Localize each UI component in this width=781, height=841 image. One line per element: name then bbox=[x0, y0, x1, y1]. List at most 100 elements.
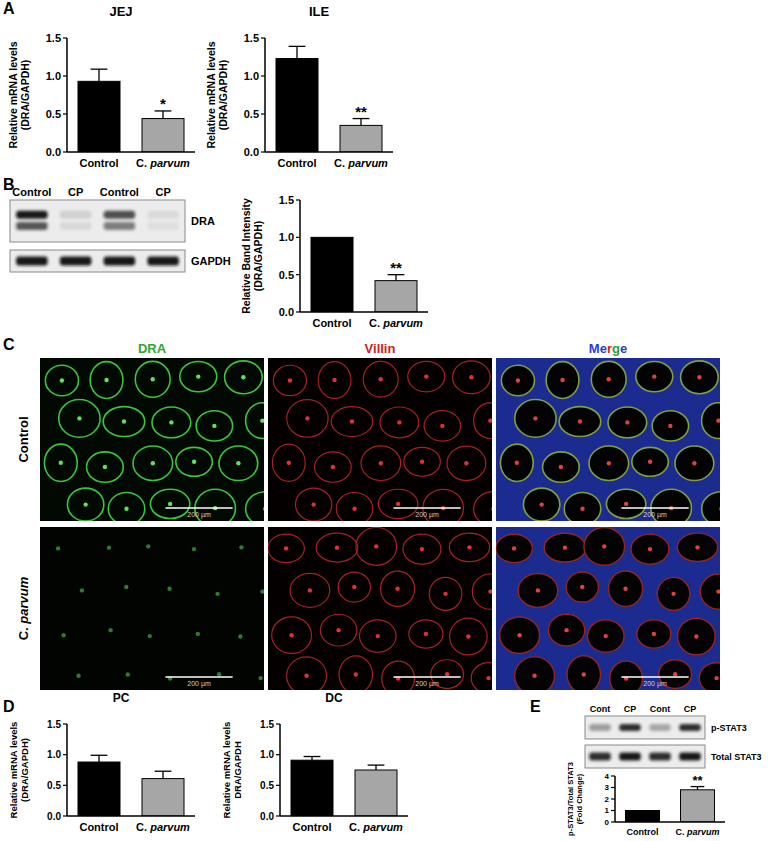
x-axis bbox=[67, 815, 195, 817]
y-axis bbox=[66, 724, 68, 816]
y-tick bbox=[63, 723, 67, 724]
y-axis bbox=[264, 38, 266, 152]
y-label-line: (DRA/GAPDH) bbox=[19, 60, 31, 131]
x-tick-label: C. parvum bbox=[349, 821, 403, 833]
lumen bbox=[671, 592, 675, 596]
x-tick-label: Control bbox=[292, 821, 331, 833]
lumen bbox=[719, 507, 720, 511]
lumen bbox=[103, 465, 107, 469]
lumen bbox=[311, 502, 315, 506]
lumen bbox=[168, 502, 172, 506]
western-blot: ControlCPControlCPDRAGAPDH bbox=[10, 186, 231, 272]
blot-strip bbox=[585, 745, 705, 768]
crypt bbox=[45, 365, 78, 395]
bar-chart: 0.00.51.01.5ControlC. parvumPCRelative m… bbox=[8, 691, 195, 833]
crypt bbox=[59, 657, 99, 690]
y-label-line: Relative mRNA levels bbox=[7, 41, 19, 148]
crypt bbox=[544, 533, 586, 562]
scale-bar-label: 200 µm bbox=[187, 680, 211, 688]
crypt bbox=[272, 617, 312, 653]
lumen bbox=[648, 460, 652, 464]
column-heading: Merge bbox=[589, 341, 627, 356]
significance: ** bbox=[390, 259, 402, 276]
crypt bbox=[175, 534, 213, 564]
crypt bbox=[108, 493, 145, 521]
crypt bbox=[225, 361, 263, 394]
band bbox=[60, 257, 92, 266]
lumen bbox=[77, 416, 81, 420]
crypt bbox=[408, 361, 445, 391]
lumen bbox=[374, 544, 378, 548]
crypt bbox=[474, 492, 492, 521]
panel-label: C bbox=[3, 336, 15, 353]
crypt bbox=[150, 489, 189, 518]
crypt bbox=[246, 492, 264, 521]
image-content bbox=[268, 358, 492, 521]
y-tick-label: 0.0 bbox=[279, 306, 294, 318]
lane-label: CP bbox=[624, 704, 637, 714]
significance: ** bbox=[692, 773, 703, 788]
micrograph: 200 µm bbox=[40, 527, 281, 696]
crypt bbox=[472, 574, 492, 609]
y-tick-label: 1 bbox=[605, 806, 610, 815]
y-tick bbox=[611, 787, 615, 788]
y-tick bbox=[296, 311, 300, 312]
scale-bar bbox=[621, 676, 688, 678]
bars bbox=[291, 757, 397, 816]
y-tick bbox=[63, 75, 67, 76]
x-axis bbox=[615, 821, 725, 823]
x-tick-label: Control bbox=[312, 317, 351, 329]
y-label-line: Relative Band Intensity bbox=[240, 198, 252, 314]
lumen bbox=[308, 588, 312, 592]
lumen bbox=[107, 545, 111, 549]
error-cap bbox=[368, 764, 385, 765]
bar bbox=[355, 770, 397, 816]
y-tick-label: 1.0 bbox=[260, 749, 274, 760]
crypt bbox=[268, 534, 304, 562]
micrograph: 200 µm bbox=[40, 358, 285, 527]
lumen bbox=[515, 461, 519, 465]
crypt bbox=[652, 411, 688, 441]
error-stem bbox=[98, 69, 99, 81]
lumen bbox=[379, 461, 383, 465]
micrograph: 200 µm bbox=[496, 358, 741, 527]
lane-label: CP bbox=[155, 186, 170, 198]
y-tick-label: 1.5 bbox=[279, 194, 294, 206]
error-cap bbox=[155, 771, 172, 772]
lumen bbox=[607, 461, 611, 465]
crypt bbox=[404, 447, 441, 476]
crypt bbox=[501, 365, 534, 395]
y-label-line: (Fold Change) bbox=[575, 773, 584, 824]
crypt bbox=[409, 620, 443, 648]
lumen bbox=[332, 378, 336, 382]
band bbox=[16, 211, 48, 219]
crypt bbox=[699, 663, 720, 690]
crypt bbox=[153, 571, 187, 606]
species: parvum bbox=[362, 821, 403, 833]
lumen bbox=[623, 587, 627, 591]
crypt bbox=[331, 407, 373, 437]
crypt bbox=[315, 452, 352, 482]
crypt bbox=[40, 534, 76, 562]
lane-label: Cont bbox=[590, 704, 611, 714]
image-background bbox=[40, 527, 264, 690]
crypt bbox=[273, 365, 306, 395]
bars bbox=[78, 69, 184, 152]
lumen bbox=[126, 672, 130, 676]
lumen bbox=[440, 424, 444, 428]
species: parvum bbox=[16, 576, 31, 624]
lumen bbox=[578, 419, 582, 423]
x-axis bbox=[300, 311, 428, 313]
y-tick bbox=[63, 37, 67, 38]
band bbox=[589, 753, 611, 761]
scale-bar-label: 200 µm bbox=[415, 680, 439, 688]
x-tick-label: Control bbox=[277, 157, 316, 169]
lumen bbox=[695, 545, 699, 549]
lumen bbox=[217, 672, 221, 676]
y-tick-label: 0 bbox=[605, 818, 610, 827]
bar bbox=[276, 59, 318, 152]
bar-chart: **01234ControlC. parvump-STAT3/Total STA… bbox=[566, 762, 725, 837]
lumen bbox=[580, 507, 584, 511]
crypt bbox=[523, 488, 559, 521]
scale-bar-label: 200 µm bbox=[643, 680, 667, 688]
